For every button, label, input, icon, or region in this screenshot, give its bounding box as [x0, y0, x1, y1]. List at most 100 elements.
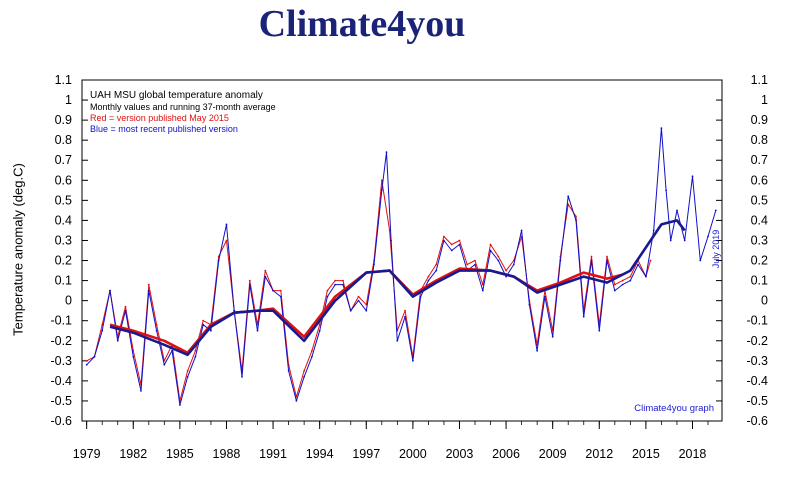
data-point: [427, 279, 430, 282]
data-point: [85, 363, 88, 366]
data-point: [380, 179, 383, 182]
data-point: [311, 349, 313, 352]
x-tick-label: 1985: [166, 447, 194, 461]
data-point: [202, 323, 205, 326]
data-point: [474, 263, 476, 266]
data-point: [318, 323, 321, 326]
y-tick-label-left: 0.4: [55, 213, 72, 227]
legend-red: Red = version published May 2015: [90, 113, 229, 123]
data-point: [404, 309, 406, 312]
series-layer: [85, 127, 717, 406]
y-tick-label-right: 0.6: [751, 173, 768, 187]
data-point: [412, 359, 414, 362]
data-point: [427, 275, 430, 278]
data-point: [665, 189, 667, 192]
data-point: [497, 259, 500, 262]
data-point: [380, 189, 383, 192]
data-point: [474, 259, 476, 262]
data-point: [691, 175, 694, 178]
y-tick-label-right: 0: [761, 294, 768, 308]
data-point: [567, 195, 570, 198]
data-point: [279, 289, 282, 292]
data-point: [575, 215, 577, 218]
data-point: [536, 349, 538, 352]
brand-title: Climate4you: [258, 3, 466, 45]
data-point: [109, 289, 111, 292]
y-tick-label-right: 0.3: [751, 233, 768, 247]
data-point: [155, 323, 158, 326]
data-point: [613, 289, 616, 292]
data-point: [582, 315, 585, 318]
data-point: [326, 295, 329, 298]
data-point: [699, 259, 702, 262]
data-point: [637, 263, 639, 266]
data-point: [505, 269, 507, 272]
data-point: [458, 243, 461, 246]
x-tick-label: 1994: [306, 447, 334, 461]
data-point: [396, 339, 399, 342]
data-point: [248, 279, 251, 282]
y-tick-label-left: 0: [65, 294, 72, 308]
data-point: [147, 283, 150, 286]
y-tick-label-left: 0.9: [55, 113, 72, 127]
data-point: [233, 309, 236, 312]
data-point: [652, 229, 655, 232]
data-point: [93, 355, 96, 358]
data-point: [390, 239, 392, 242]
data-point: [590, 255, 593, 258]
x-tick-label: 1988: [213, 447, 241, 461]
series-blue-line: [86, 127, 717, 406]
data-point: [606, 259, 608, 262]
y-tick-label-right: -0.6: [746, 414, 768, 428]
data-point: [225, 223, 228, 226]
y-tick-label-right: 0.1: [751, 274, 768, 288]
data-point: [225, 239, 228, 242]
data-point: [559, 259, 562, 262]
x-tick-label: 1979: [73, 447, 101, 461]
y-tick-label-left: 0.7: [55, 153, 72, 167]
data-point: [342, 279, 344, 282]
data-point: [303, 376, 305, 378]
y-tick-label-right: 1.1: [751, 73, 768, 87]
x-tick-label: 1991: [259, 447, 287, 461]
data-point: [450, 243, 453, 246]
data-point: [248, 283, 251, 286]
legend-subtitle: Monthly values and running 37-month aver…: [90, 102, 276, 112]
y-tick-label-left: -0.2: [50, 334, 72, 348]
data-point: [466, 263, 469, 266]
data-point: [101, 323, 104, 326]
x-tick-label: 1997: [352, 447, 380, 461]
data-point: [194, 349, 197, 352]
y-tick-label-right: 0.7: [751, 153, 768, 167]
data-point: [598, 329, 601, 332]
data-point: [116, 339, 119, 342]
data-point: [505, 275, 507, 278]
y-tick-label-right: 0.8: [751, 133, 768, 147]
data-point: [194, 355, 197, 358]
y-tick-label-left: -0.5: [50, 394, 72, 408]
y-axis-label: Temperature anomaly (deg.C): [10, 163, 26, 336]
data-point: [373, 263, 375, 266]
data-point: [489, 243, 492, 246]
date-stamp: July 2019: [711, 229, 721, 269]
data-point: [497, 255, 500, 258]
data-point: [132, 355, 135, 358]
data-point: [326, 289, 329, 292]
y-tick-label-left: 0.2: [55, 254, 72, 268]
data-point: [349, 309, 352, 312]
data-point: [707, 235, 709, 238]
y-tick-label-left: 0.6: [55, 173, 72, 187]
y-tick-label-left: -0.4: [50, 374, 72, 388]
data-point: [163, 363, 166, 366]
x-tick-label: 2003: [446, 447, 474, 461]
plot-frame: [81, 79, 723, 422]
x-tick-label: 2012: [585, 447, 613, 461]
data-point: [256, 329, 259, 332]
data-point: [481, 289, 484, 292]
data-point: [210, 329, 212, 332]
data-point: [551, 335, 554, 338]
data-point: [264, 275, 267, 278]
data-point: [621, 279, 624, 282]
data-point: [450, 249, 453, 252]
data-point: [155, 329, 158, 332]
